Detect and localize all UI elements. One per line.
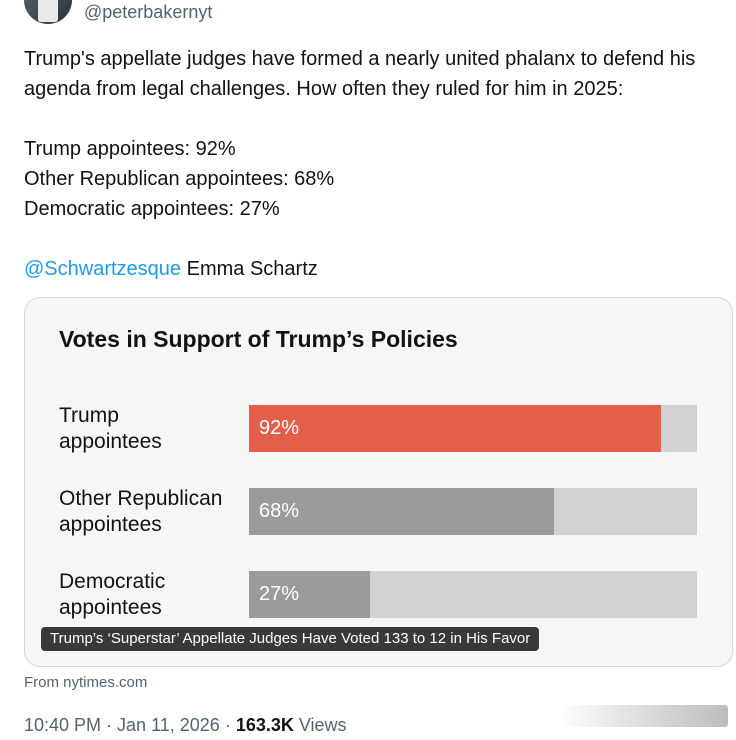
stat-line-trump: Trump appointees: 92% (24, 138, 236, 160)
bar-label-trump: Trump appointees (59, 403, 162, 455)
bar-democratic: 27% (249, 571, 370, 618)
avatar[interactable] (24, 0, 72, 24)
credit-name: Emma Schartz (181, 258, 318, 280)
bar-label-line: appointees (59, 513, 162, 536)
meta-separator: · (219, 715, 236, 735)
tweet-time[interactable]: 10:40 PM (24, 715, 102, 735)
tweet-intro: Trump's appellate judges have formed a n… (24, 48, 696, 100)
card-caption[interactable]: Trump’s ‘Superstar’ Appellate Judges Hav… (41, 627, 540, 651)
bar-label-line: Trump (59, 404, 119, 427)
mention-link[interactable]: @Schwartzesque (24, 258, 182, 280)
bar-label-line: Democratic (59, 570, 166, 593)
author-handle[interactable]: @peterbakernyt (84, 2, 213, 22)
tweet-text: Trump's appellate judges have formed a n… (24, 44, 724, 284)
views-label: Views (293, 715, 347, 735)
bar-trump: 92% (249, 405, 661, 452)
bar-value-label: 27% (259, 583, 300, 605)
bar-label-other-republican: Other Republican appointees (59, 486, 222, 538)
stat-line-republican: Other Republican appointees: 68% (24, 168, 335, 190)
meta-separator: · (101, 715, 118, 735)
bar-label-line: Other Republican (59, 487, 223, 510)
bar-label-line: appointees (59, 596, 162, 619)
credit-line: @Schwartzesque Emma Schartz (24, 254, 724, 284)
tweet-date[interactable]: Jan 11, 2026 (117, 715, 220, 735)
tweet-meta: 10:40 PM · Jan 11, 2026 · 163.3K Views (24, 715, 347, 736)
overlay-fade (558, 705, 728, 727)
bar-track-democratic: 27% (249, 571, 697, 618)
bar-other-republican: 68% (249, 488, 554, 535)
bar-track-trump: 92% (249, 405, 697, 452)
card-source[interactable]: From nytimes.com (24, 674, 148, 691)
stat-line-democratic: Democratic appointees: 27% (24, 198, 280, 220)
bar-value-label: 92% (259, 417, 300, 439)
bar-label-democratic: Democratic appointees (59, 569, 165, 621)
bar-label-line: appointees (59, 430, 162, 453)
bar-track-other-republican: 68% (249, 488, 697, 535)
chart-title: Votes in Support of Trump’s Policies (59, 326, 458, 352)
bar-value-label: 68% (259, 500, 300, 522)
views-count: 163.3K (235, 715, 294, 735)
link-card[interactable]: Votes in Support of Trump’s Policies Tru… (24, 297, 733, 667)
